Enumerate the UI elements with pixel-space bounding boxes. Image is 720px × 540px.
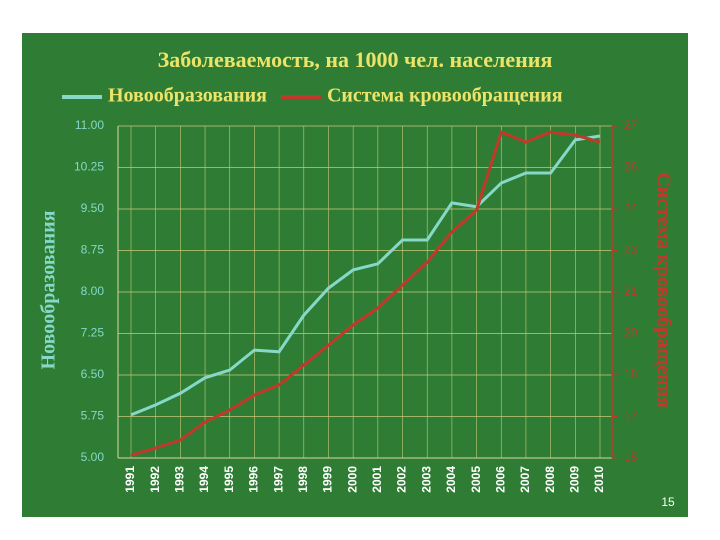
y2-tick-label: 18 [624, 367, 638, 381]
page-number: 15 [661, 495, 675, 509]
y2-axis-label: Система кровообращения [652, 172, 674, 408]
y2-tick-label: 21 [624, 284, 638, 298]
x-tick-label: 2001 [370, 466, 384, 493]
y2-tick-label: 20 [624, 326, 638, 340]
chart-title: Заболеваемость, на 1000 чел. населения [158, 47, 553, 72]
y2-tick-label: 23 [624, 243, 638, 257]
y-tick-label: 5.00 [81, 450, 105, 464]
x-tick-label: 2007 [518, 466, 532, 493]
x-tick-label: 2002 [395, 466, 409, 493]
x-tick-label: 1998 [296, 466, 310, 493]
x-tick-label: 1993 [173, 466, 187, 493]
x-tick-label: 1992 [148, 466, 162, 493]
x-tick-label: 2010 [592, 466, 606, 493]
y-tick-label: 11.00 [75, 118, 104, 132]
y-axis-label: Новообразования [38, 210, 60, 369]
y-tick-label: 7.25 [81, 326, 105, 340]
x-tick-label: 2009 [567, 466, 581, 493]
y-tick-label: 8.75 [81, 243, 105, 257]
x-tick-label: 2006 [493, 466, 507, 493]
y-tick-label: 9.50 [81, 201, 105, 215]
x-tick-label: 2005 [469, 466, 483, 493]
y2-tick-label: 17 [624, 409, 638, 423]
y2-tick-label: 24 [624, 201, 638, 215]
x-tick-label: 1997 [271, 466, 285, 493]
y2-tick-label: 15 [624, 450, 638, 464]
y2-tick-label: 26 [624, 160, 638, 174]
series-line [130, 130, 601, 457]
y-tick-label: 5.75 [81, 409, 105, 423]
x-tick-label: 2000 [345, 466, 359, 493]
x-tick-label: 1995 [222, 466, 236, 493]
series-line [130, 134, 601, 417]
y-tick-label: 8.00 [81, 284, 105, 298]
x-tick-label: 1991 [123, 466, 137, 493]
x-tick-label: 2008 [543, 466, 557, 493]
legend-label: Новообразования [108, 85, 267, 107]
legend-label: Система кровообращения [327, 85, 563, 107]
y-tick-label: 10.25 [74, 160, 104, 174]
chart-panel [22, 33, 688, 517]
x-tick-label: 2004 [444, 466, 458, 493]
y-tick-label: 6.50 [81, 367, 105, 381]
x-tick-label: 1999 [321, 466, 335, 493]
y2-tick-label: 27 [624, 118, 638, 132]
x-tick-label: 1994 [197, 466, 211, 493]
x-tick-label: 1996 [247, 466, 261, 493]
x-tick-label: 2003 [419, 466, 433, 493]
